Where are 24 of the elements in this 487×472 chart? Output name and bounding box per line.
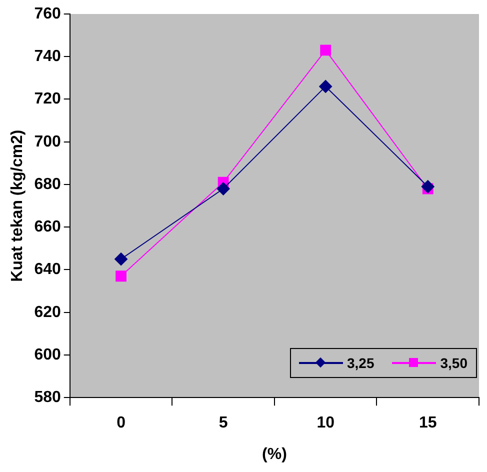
y-tick-label: 600 bbox=[34, 346, 61, 364]
legend-label: 3,50 bbox=[440, 354, 468, 371]
y-tick-label: 680 bbox=[34, 176, 61, 193]
y-tick-label: 760 bbox=[34, 5, 61, 22]
point bbox=[216, 182, 230, 196]
point bbox=[114, 252, 128, 266]
y-tick-label: 700 bbox=[34, 133, 61, 150]
y-tick-label: 660 bbox=[34, 218, 61, 236]
x-tick-label: 15 bbox=[418, 414, 437, 432]
y-tick-label: 640 bbox=[34, 261, 61, 278]
y-tick-label: 620 bbox=[34, 304, 61, 321]
x-tick-label: 0 bbox=[116, 414, 126, 432]
y-tick-label: 740 bbox=[34, 48, 61, 66]
point bbox=[320, 44, 332, 56]
y-tick-label: 720 bbox=[34, 90, 61, 108]
x-tick-label: 5 bbox=[218, 414, 228, 432]
point bbox=[319, 80, 332, 93]
y-axis-title: Kuat tekan (kg/cm2) bbox=[9, 130, 26, 282]
y-tick-label: 580 bbox=[34, 389, 61, 406]
legend-label: 3,25 bbox=[347, 354, 374, 371]
x-tick-label: 10 bbox=[316, 414, 335, 432]
point bbox=[116, 270, 126, 282]
point bbox=[421, 180, 434, 194]
x-axis-title: (%) bbox=[262, 446, 287, 463]
